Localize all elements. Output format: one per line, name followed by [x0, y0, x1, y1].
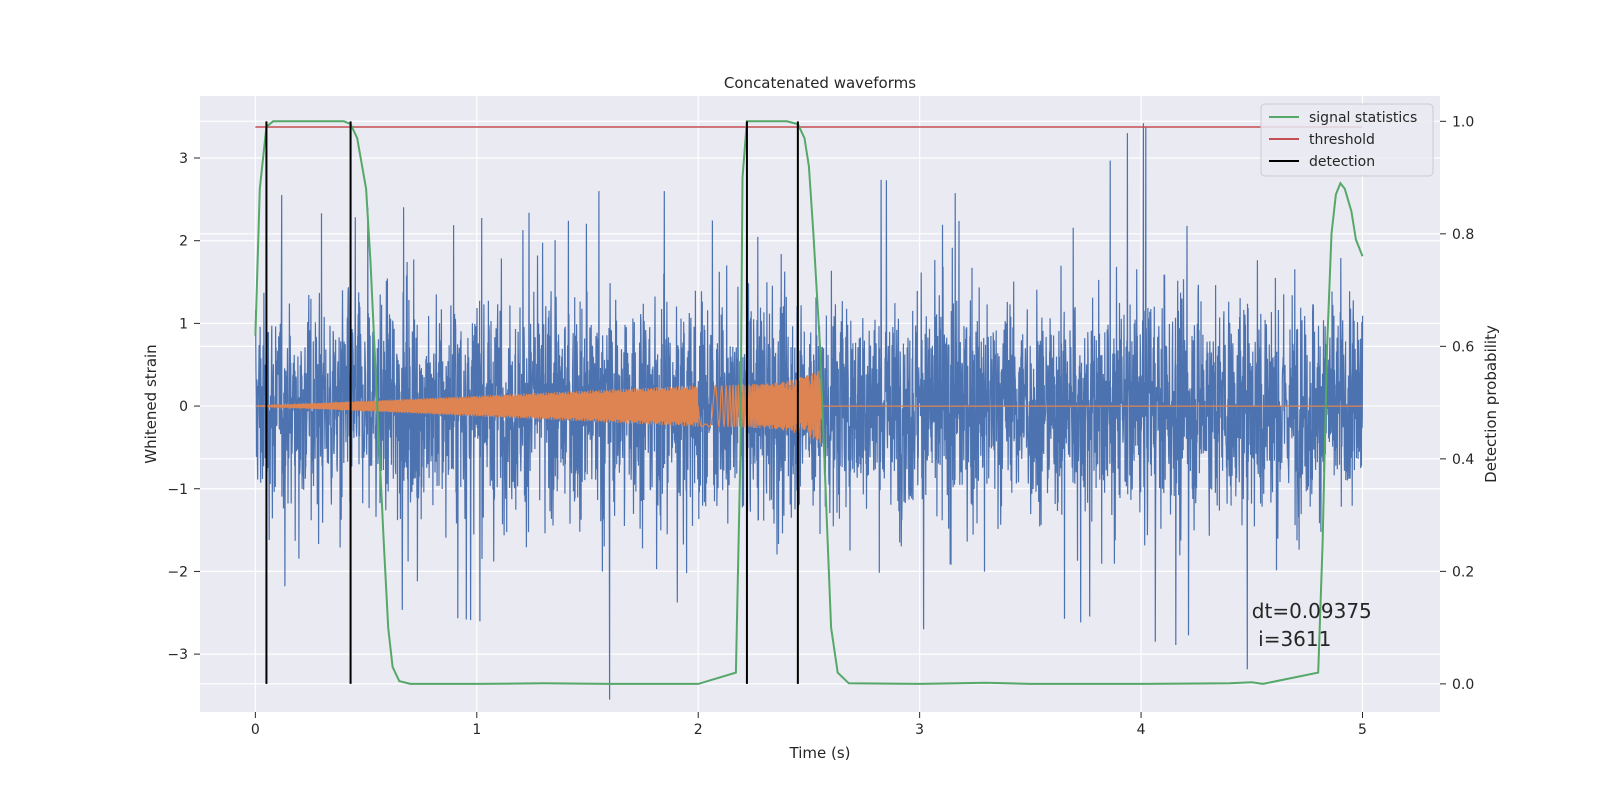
x-tick-label: 2 [694, 722, 703, 738]
x-tick-label: 3 [915, 722, 924, 738]
y-tick-label: 1 [179, 316, 188, 332]
y2-tick-label: 0.4 [1452, 452, 1474, 468]
annotation-dt: dt=0.09375 [1252, 599, 1372, 623]
axes: 0 1 2 3 4 5 −3 −2 −1 0 1 2 3 0.0 0.2 0.4 0.6 0.8 1.0 [167, 114, 1474, 738]
y-tick-label: 2 [179, 234, 188, 250]
x-tick-label: 1 [472, 722, 481, 738]
y2-tick-label: 1.0 [1452, 114, 1474, 130]
annotation-index: i=3611 [1252, 627, 1332, 651]
legend-box [1260, 103, 1434, 177]
legend: signal statistics threshold detection [1260, 103, 1434, 177]
y2-tick-label: 0.2 [1452, 564, 1474, 580]
annotation: dt=0.09375 i=3611 [1252, 599, 1372, 651]
y2-tick-label: 0.0 [1452, 677, 1474, 693]
y-tick-label: −1 [167, 482, 188, 498]
y-tick-label: −3 [167, 647, 188, 663]
chart-title: Concatenated waveforms [724, 74, 916, 92]
x-tick-label: 5 [1358, 722, 1367, 738]
template-series [255, 370, 1363, 444]
plot-area [254, 120, 1364, 700]
signal-statistics-series [254, 120, 1364, 685]
y2-tick-label: 0.8 [1452, 227, 1474, 243]
y-axis-label: Whitened strain [142, 344, 160, 463]
y2-axis-label: Detection probability [1482, 325, 1500, 483]
legend-signal-statistics-label: signal statistics [1309, 110, 1417, 126]
x-axis-label: Time (s) [789, 744, 851, 762]
y2-tick-label: 0.6 [1452, 339, 1474, 355]
y-tick-label: 0 [179, 399, 188, 415]
legend-detection-label: detection [1309, 154, 1375, 170]
legend-threshold-label: threshold [1309, 132, 1375, 148]
y-tick-label: 3 [179, 151, 188, 167]
x-tick-label: 0 [251, 722, 260, 738]
x-tick-label: 4 [1137, 722, 1146, 738]
y-tick-label: −2 [167, 564, 188, 580]
